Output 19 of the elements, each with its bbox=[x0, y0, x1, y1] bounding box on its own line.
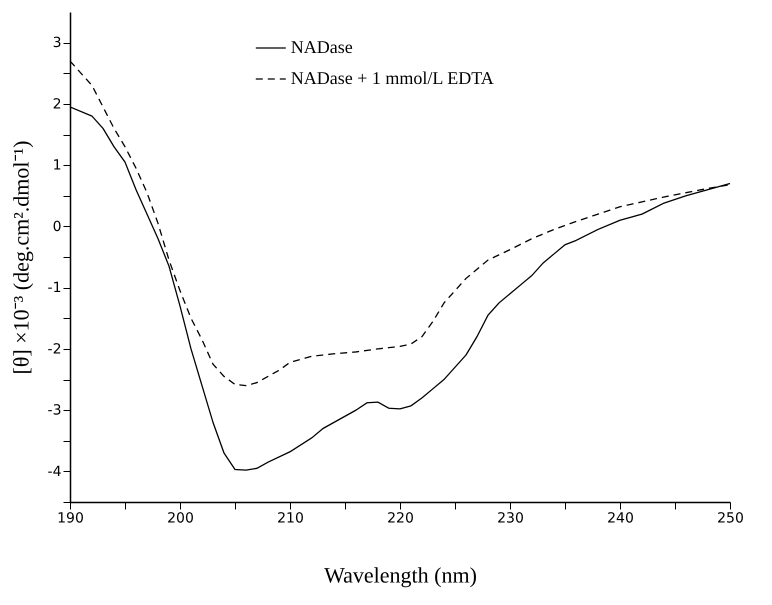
y-tick-label: 2 bbox=[52, 96, 62, 112]
y-tick-label: 3 bbox=[52, 35, 62, 52]
x-tick-label: 230 bbox=[497, 510, 524, 526]
y-tick-label: -4 bbox=[48, 464, 62, 480]
x-tick-label: 190 bbox=[57, 510, 84, 526]
y-tick-label: -1 bbox=[48, 280, 62, 296]
x-tick-label: 220 bbox=[387, 510, 414, 526]
y-tick-label: -2 bbox=[48, 341, 62, 358]
x-tick-label: 240 bbox=[607, 510, 634, 526]
y-tick-label: 1 bbox=[52, 158, 62, 174]
legend-label: NADase bbox=[290, 37, 353, 57]
y-axis-title: [θ] ×10⁻³ (deg.cm².dmol⁻¹) bbox=[8, 140, 34, 374]
x-tick-label: 210 bbox=[277, 510, 304, 526]
y-tick-label: -3 bbox=[48, 402, 62, 419]
x-tick-label: 250 bbox=[717, 510, 744, 526]
x-tick-label: 200 bbox=[167, 510, 194, 526]
y-tick-label: 0 bbox=[52, 218, 62, 235]
x-axis-title: Wavelength (nm) bbox=[324, 562, 477, 588]
legend-label: NADase + 1 mmol/L EDTA bbox=[290, 68, 494, 88]
